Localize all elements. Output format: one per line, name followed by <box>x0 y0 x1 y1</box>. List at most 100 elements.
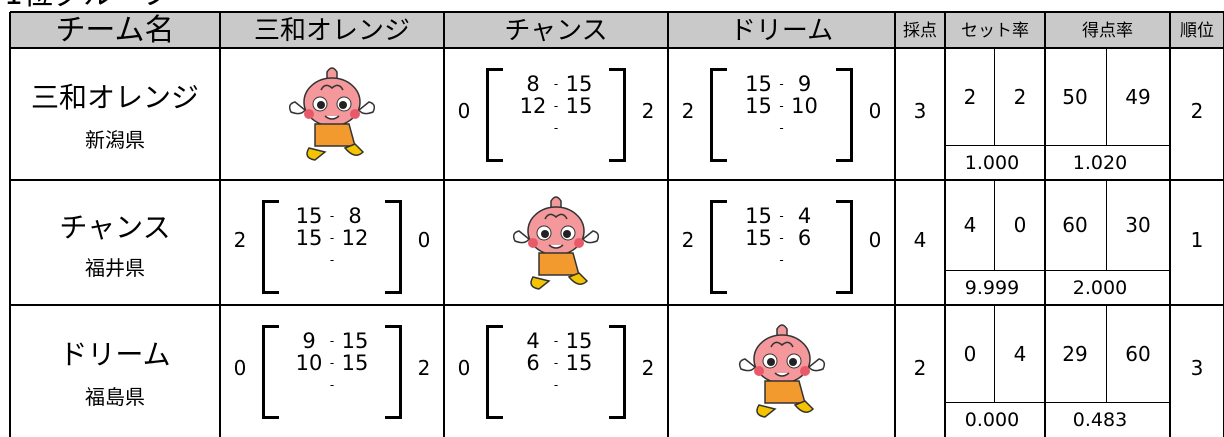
bracket-right <box>836 200 853 294</box>
separator: - <box>779 121 784 135</box>
divider <box>945 402 1045 403</box>
set-score: 6 <box>526 350 540 375</box>
sets-lost: 0 <box>868 227 882 252</box>
grid-hline <box>10 304 1224 306</box>
bracket-left <box>486 68 503 162</box>
sets-lost: 2 <box>641 356 655 380</box>
set-score: 15 <box>745 203 772 228</box>
sets-won: 0 <box>457 99 471 123</box>
sets-lost: 0 <box>868 99 882 123</box>
bracket-left <box>262 200 279 294</box>
point-ratio: 2.000 <box>1072 276 1128 299</box>
column-header: ドリーム <box>729 16 834 46</box>
grid-vline <box>667 12 669 437</box>
divider <box>1106 305 1107 402</box>
prefecture: 新潟県 <box>85 128 145 153</box>
column-header: セット率 <box>961 20 1029 41</box>
set-score: 15 <box>745 225 772 250</box>
set-score: 15 <box>565 93 593 118</box>
separator: - <box>553 356 559 370</box>
separator: - <box>779 99 784 113</box>
point-ratio: 0.483 <box>1072 408 1128 431</box>
divider <box>1106 180 1107 270</box>
separator: - <box>329 378 335 392</box>
points-for: 60 <box>1062 213 1088 237</box>
bracket-left <box>486 325 503 419</box>
set-score: 15 <box>745 71 772 96</box>
points-for: 29 <box>1062 341 1088 366</box>
set-score: 10 <box>791 93 818 118</box>
points: 3 <box>913 99 927 123</box>
sets-lost: 2 <box>641 99 655 123</box>
team-name: ドリーム <box>59 338 171 372</box>
separator: - <box>329 209 335 223</box>
separator: - <box>329 334 335 348</box>
set-score: 12 <box>519 93 547 118</box>
set-score: 4 <box>526 328 540 353</box>
grid-hline <box>10 179 1224 181</box>
set-score: 9 <box>797 71 812 96</box>
team-name: チャンス <box>59 210 171 244</box>
bracket-left <box>262 325 279 419</box>
mascot <box>288 67 376 161</box>
grid-vline <box>894 12 896 437</box>
set-ratio: 1.000 <box>964 151 1020 174</box>
divider <box>945 145 1045 146</box>
grid-hline <box>10 11 1224 13</box>
separator: - <box>329 356 335 370</box>
column-header: 採点 <box>903 20 937 41</box>
set-score: 15 <box>745 93 772 118</box>
rank: 1 <box>1190 227 1204 252</box>
column-header: 得点率 <box>1082 20 1133 41</box>
set-ratio: 9.999 <box>964 276 1020 299</box>
points-against: 49 <box>1125 84 1151 109</box>
bracket-right <box>609 325 626 419</box>
separator: - <box>779 209 784 223</box>
sets-lost: 0 <box>1013 213 1027 237</box>
set-score: 15 <box>295 225 323 250</box>
set-score: 15 <box>565 350 593 375</box>
set-score: 6 <box>797 225 812 250</box>
set-score: 4 <box>797 203 812 228</box>
header-bg <box>10 12 1224 48</box>
sets-lost: 2 <box>1013 84 1027 109</box>
set-score: 15 <box>565 71 593 96</box>
set-score: 15 <box>565 328 593 353</box>
separator: - <box>329 253 335 267</box>
divider <box>1045 270 1170 271</box>
separator: - <box>553 121 559 135</box>
sets-won: 2 <box>681 99 695 123</box>
divider <box>994 48 995 145</box>
points: 4 <box>913 227 927 252</box>
set-score: 15 <box>341 328 369 353</box>
points: 2 <box>913 356 927 380</box>
divider <box>1106 48 1107 145</box>
grid-vline <box>443 12 445 437</box>
sets-won: 2 <box>233 227 247 252</box>
bracket-left <box>710 68 727 162</box>
set-score: 15 <box>341 350 369 375</box>
point-ratio: 1.020 <box>1072 151 1128 174</box>
sets-won: 2 <box>681 227 695 252</box>
bracket-right <box>609 68 626 162</box>
prefecture: 福島県 <box>85 385 145 410</box>
bracket-left <box>710 200 727 294</box>
rank: 2 <box>1190 99 1204 123</box>
column-header: 三和オレンジ <box>253 16 410 46</box>
separator: - <box>779 231 784 245</box>
set-score: 8 <box>348 203 362 228</box>
separator: - <box>779 253 784 267</box>
points-against: 30 <box>1125 213 1151 237</box>
separator: - <box>779 77 784 91</box>
divider <box>945 270 1045 271</box>
sets-won: 2 <box>963 84 977 109</box>
grid-vline <box>219 12 221 437</box>
set-score: 10 <box>295 350 323 375</box>
set-score: 12 <box>341 225 369 250</box>
sets-lost: 4 <box>1013 341 1027 366</box>
points-against: 60 <box>1125 341 1151 366</box>
set-score: 9 <box>302 328 316 353</box>
column-header: チーム名 <box>55 13 175 48</box>
